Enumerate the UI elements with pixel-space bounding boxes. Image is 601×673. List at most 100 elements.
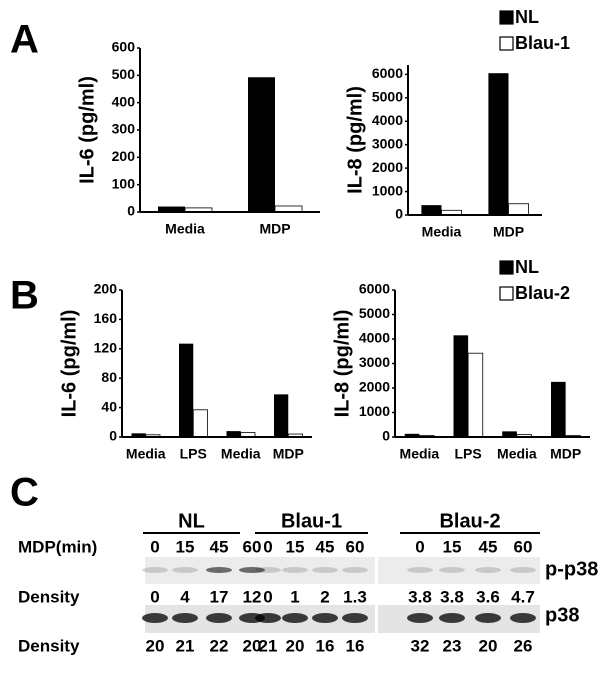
- y-tick-label: 120: [94, 340, 118, 356]
- y-tick-label: 3000: [372, 135, 403, 151]
- legend-swatch: [499, 286, 514, 301]
- legend-swatch: [499, 36, 514, 51]
- x-tick-label: MDP: [273, 446, 304, 462]
- y-axis-label: IL-6 (pg/ml): [76, 76, 98, 184]
- blot-band: [407, 613, 433, 623]
- x-tick-label: Media: [497, 446, 537, 462]
- density-value: 23: [443, 636, 462, 655]
- x-tick-label: MDP: [493, 224, 524, 240]
- bar: [421, 205, 442, 215]
- y-tick-label: 200: [112, 148, 136, 164]
- blot-band: [510, 567, 536, 573]
- y-tick-label: 0: [395, 206, 403, 222]
- y-tick-label: 6000: [372, 65, 403, 81]
- bar: [179, 343, 194, 437]
- panel-letter: B: [10, 274, 39, 318]
- time-value: 15: [176, 537, 195, 556]
- legend-label: Blau-2: [515, 283, 570, 303]
- x-tick-label: LPS: [180, 446, 207, 462]
- y-tick-label: 4000: [359, 330, 390, 346]
- density-value: 32: [411, 636, 430, 655]
- blot-band: [439, 613, 465, 623]
- y-tick-label: 1000: [359, 403, 390, 419]
- y-tick-label: 160: [94, 310, 118, 326]
- time-value: 0: [150, 537, 159, 556]
- legend-swatch: [499, 10, 514, 25]
- density-value: 20: [243, 636, 262, 655]
- bar: [488, 73, 509, 215]
- blot-band: [172, 613, 198, 623]
- y-tick-label: 0: [127, 203, 135, 219]
- density-value: 20: [146, 636, 165, 655]
- y-tick-label: 100: [112, 175, 136, 191]
- y-tick-label: 5000: [359, 305, 390, 321]
- blot-band: [407, 567, 433, 573]
- blot-band: [282, 567, 308, 573]
- density-label: Density: [18, 636, 80, 655]
- density-value: 3.8: [408, 587, 432, 606]
- blot-band: [475, 567, 501, 573]
- y-tick-label: 6000: [359, 281, 390, 297]
- x-tick-label: LPS: [455, 446, 482, 462]
- y-tick-label: 4000: [372, 112, 403, 128]
- bar: [274, 394, 289, 437]
- time-value: 60: [346, 537, 365, 556]
- legend-swatch: [499, 260, 514, 275]
- density-value: 16: [346, 636, 365, 655]
- y-axis-label: IL-8 (pg/ml): [344, 86, 366, 194]
- y-tick-label: 500: [112, 66, 136, 82]
- y-tick-label: 2000: [372, 159, 403, 175]
- blot-band: [255, 613, 281, 623]
- x-tick-label: Media: [221, 446, 261, 462]
- x-tick-label: Media: [422, 224, 462, 240]
- bar: [502, 431, 517, 437]
- y-tick-label: 3000: [359, 354, 390, 370]
- density-value: 20: [479, 636, 498, 655]
- legend-label: Blau-1: [515, 33, 570, 53]
- blot-band: [142, 567, 168, 573]
- blot-band: [510, 613, 536, 623]
- blot-band: [312, 613, 338, 623]
- legend-label: NL: [515, 7, 539, 27]
- y-tick-label: 40: [101, 398, 117, 414]
- y-tick-label: 0: [109, 428, 117, 444]
- density-value: 0: [263, 587, 272, 606]
- time-value: 15: [443, 537, 462, 556]
- y-tick-label: 80: [101, 369, 117, 385]
- time-label: MDP(min): [18, 537, 97, 556]
- blot-band: [239, 567, 265, 573]
- blot-band: [475, 613, 501, 623]
- x-tick-label: Media: [165, 221, 205, 237]
- density-value: 16: [316, 636, 335, 655]
- density-value: 3.6: [476, 587, 500, 606]
- y-tick-label: 600: [112, 39, 136, 55]
- y-tick-label: 0: [382, 428, 390, 444]
- density-value: 20: [286, 636, 305, 655]
- bar: [404, 433, 420, 437]
- group-label: Blau-1: [281, 510, 342, 532]
- density-value: 21: [259, 636, 278, 655]
- density-value: 4: [180, 587, 190, 606]
- y-tick-label: 2000: [359, 379, 390, 395]
- bar: [508, 203, 530, 216]
- time-value: 0: [415, 537, 424, 556]
- group-label: Blau-2: [439, 510, 500, 532]
- blot-band: [312, 567, 338, 573]
- time-value: 15: [286, 537, 305, 556]
- blot-band: [255, 567, 281, 573]
- density-value: 22: [210, 636, 229, 655]
- y-axis-label: IL-8 (pg/ml): [331, 310, 353, 418]
- density-value: 26: [514, 636, 533, 655]
- blot-band: [142, 613, 168, 623]
- y-tick-label: 200: [94, 281, 118, 297]
- density-value: 4.7: [511, 587, 535, 606]
- bar: [192, 409, 208, 438]
- time-value: 0: [263, 537, 272, 556]
- density-value: 21: [176, 636, 195, 655]
- x-tick-label: MDP: [550, 446, 581, 462]
- density-value: 1.3: [343, 587, 367, 606]
- density-value: 3.8: [440, 587, 464, 606]
- blot-band: [172, 567, 198, 573]
- blot-band: [342, 567, 368, 573]
